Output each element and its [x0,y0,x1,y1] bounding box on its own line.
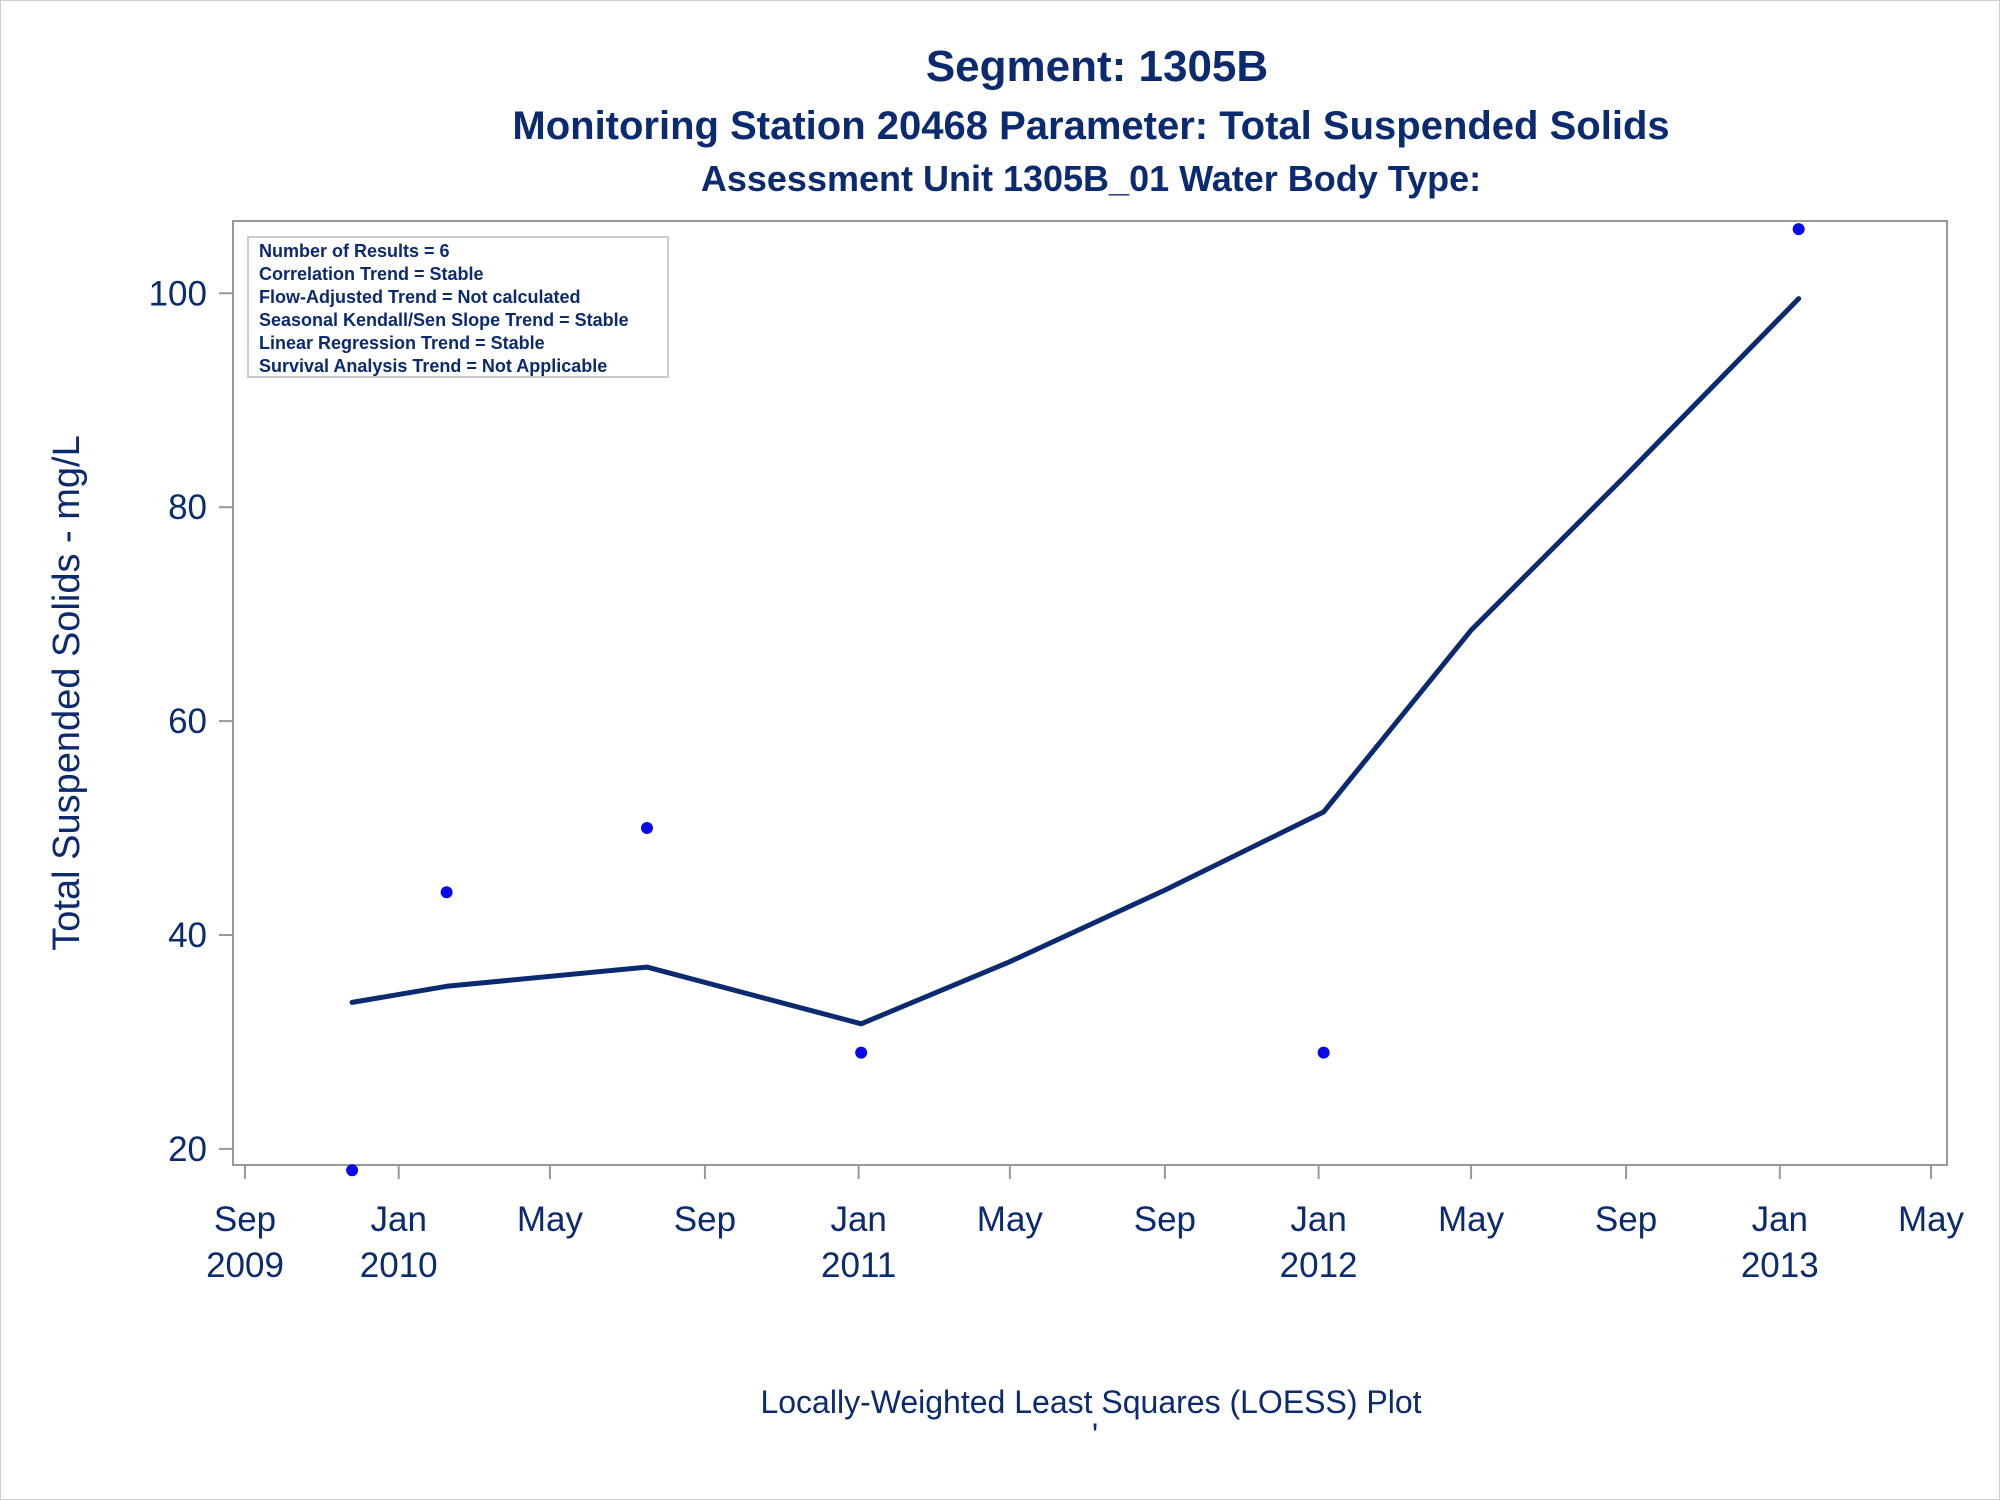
data-point [855,1046,868,1059]
x-tick-month-label: Sep [1134,1200,1196,1239]
stat-flow-adjusted-trend: Flow-Adjusted Trend = Not calculated [259,287,581,307]
y-axis-label: Total Suspended Solids - mg/L [46,435,88,950]
footnote-mark: ' [1092,1417,1098,1453]
stats-box-border [247,236,669,378]
data-point [640,822,653,835]
stat-survival-analysis-trend: Survival Analysis Trend = Not Applicable [259,356,607,376]
chart-subtitle: Monitoring Station 20468 Parameter: Tota… [512,104,1669,148]
x-axis: Sep 2009 Jan 2010 May Sep Jan 2011 May Sep Jan 2012… [206,1164,1965,1285]
data-point [440,886,453,899]
data-point [1317,1046,1330,1059]
chart-footnote: Locally-Weighted Least Squares (LOESS) P… [760,1384,1421,1420]
stat-correlation-trend: Correlation Trend = Stable [259,264,484,284]
data-point [346,1164,359,1177]
x-tick-year-label: 2013 [1741,1246,1819,1285]
y-tick-label: 60 [168,702,207,741]
x-tick-month-label: Sep [214,1200,276,1239]
stats-box: Number of Results = 6 Correlation Trend … [247,236,669,378]
stat-seasonal-kendall-trend: Seasonal Kendall/Sen Slope Trend = Stabl… [259,310,629,330]
x-tick-month-label: Jan [371,1200,427,1239]
stat-linear-regression-trend: Linear Regression Trend = Stable [259,333,545,353]
x-tick-month-label: May [1438,1200,1505,1239]
chart-subtitle-2: Assessment Unit 1305B_01 Water Body Type… [701,158,1481,199]
x-tick-month-label: Jan [830,1200,886,1239]
x-tick-year-label: 2010 [360,1246,438,1285]
x-tick-month-label: May [977,1200,1044,1239]
data-point [1792,223,1805,236]
data-series [346,223,1805,1177]
loess-line [349,296,1802,1027]
chart-title: Segment: 1305B [926,42,1268,91]
y-tick-label: 20 [168,1130,207,1169]
y-tick-label: 100 [149,274,207,313]
x-tick-year-label: 2011 [821,1246,896,1285]
x-tick-year-label: 2009 [206,1246,284,1285]
y-tick-label: 40 [168,916,207,955]
x-tick-month-label: Sep [674,1200,736,1239]
x-tick-month-label: May [1898,1200,1965,1239]
y-tick-label: 80 [168,488,207,527]
y-axis: 20 40 60 80 100 [149,274,233,1169]
x-tick-month-label: Jan [1752,1200,1808,1239]
x-tick-month-label: Sep [1595,1200,1657,1239]
x-tick-year-label: 2012 [1280,1246,1358,1285]
x-tick-month-label: Jan [1290,1200,1346,1239]
stat-number-of-results: Number of Results = 6 [259,241,450,261]
x-tick-month-label: May [517,1200,584,1239]
